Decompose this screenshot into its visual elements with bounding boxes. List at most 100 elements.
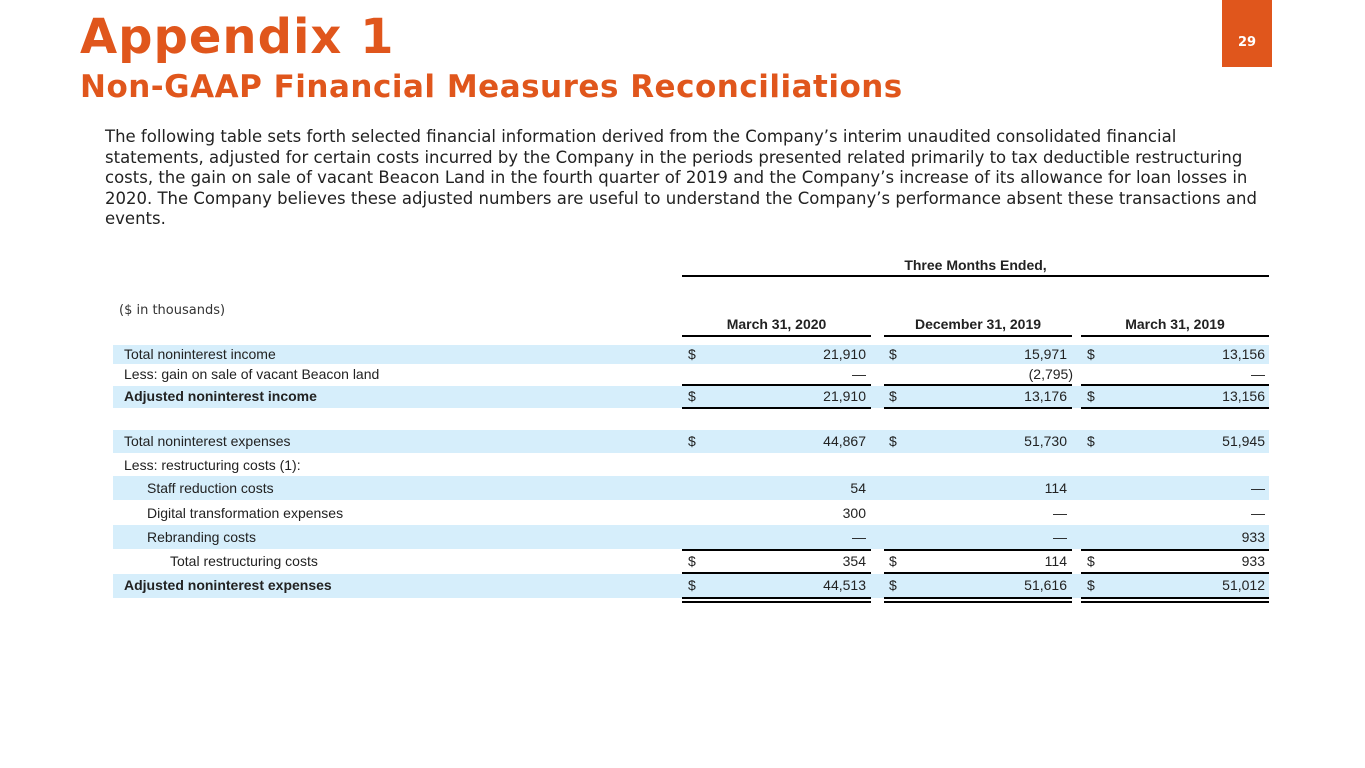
- currency-symbol: $: [889, 577, 897, 593]
- period-header-rule: [682, 275, 1269, 277]
- currency-symbol: $: [688, 577, 696, 593]
- column-header-mar-2020: March 31, 2020: [726, 316, 827, 332]
- column-header-dec-2019: December 31, 2019: [914, 316, 1042, 332]
- value-cell: 13,156: [1222, 388, 1265, 404]
- double-total-rule: [884, 597, 1072, 599]
- table-row: Total noninterest income $ 21,910 $ 15,9…: [0, 346, 1365, 366]
- table-row: Staff reduction costs 54 114 —: [0, 480, 1365, 500]
- row-band: [113, 386, 1269, 408]
- value-cell: 114: [1044, 553, 1067, 569]
- value-cell: 54: [850, 480, 866, 496]
- total-rule: [682, 407, 871, 409]
- value-cell: (2,795): [1028, 366, 1073, 382]
- value-cell: —: [1251, 480, 1265, 496]
- row-band: [113, 525, 1269, 549]
- value-cell: —: [852, 529, 866, 545]
- column-header-rule: [1081, 335, 1269, 337]
- value-cell: 51,945: [1222, 433, 1265, 449]
- row-label: Digital transformation expenses: [147, 505, 344, 521]
- value-cell: —: [1053, 529, 1067, 545]
- row-band: [113, 574, 1269, 598]
- page-title: Appendix 1: [80, 9, 395, 65]
- currency-symbol: $: [1087, 388, 1095, 404]
- double-total-rule: [1081, 601, 1269, 603]
- value-cell: 44,513: [823, 577, 866, 593]
- row-label: Total noninterest income: [124, 346, 276, 362]
- subtotal-rule: [682, 384, 871, 386]
- table-row: Rebranding costs — — 933: [0, 529, 1365, 549]
- row-label: Total restructuring costs: [170, 553, 318, 569]
- table-row: Less: restructuring costs (1):: [0, 457, 1365, 477]
- value-cell: —: [1251, 366, 1265, 382]
- double-total-rule: [884, 601, 1072, 603]
- currency-symbol: $: [1087, 553, 1095, 569]
- row-label: Staff reduction costs: [147, 480, 274, 496]
- currency-symbol: $: [889, 553, 897, 569]
- value-cell: 21,910: [823, 388, 866, 404]
- row-label: Adjusted noninterest income: [124, 388, 317, 404]
- table-row: Adjusted noninterest income $ 21,910 $ 1…: [0, 388, 1365, 408]
- table-row: Total noninterest expenses $ 44,867 $ 51…: [0, 433, 1365, 453]
- value-cell: 44,867: [823, 433, 866, 449]
- table-row: Adjusted noninterest expenses $ 44,513 $…: [0, 577, 1365, 597]
- page-number-badge: 29: [1222, 0, 1272, 67]
- subtotal-rule: [884, 384, 1072, 386]
- currency-symbol: $: [1087, 433, 1095, 449]
- double-total-rule: [682, 597, 871, 599]
- total-rule: [1081, 407, 1269, 409]
- row-label: Less: restructuring costs (1):: [124, 457, 301, 473]
- value-cell: —: [852, 366, 866, 382]
- value-cell: 51,012: [1222, 577, 1265, 593]
- value-cell: 13,156: [1222, 346, 1265, 362]
- value-cell: —: [1053, 505, 1067, 521]
- value-cell: 933: [1241, 553, 1265, 569]
- row-label: Rebranding costs: [147, 529, 256, 545]
- subtotal-rule: [884, 549, 1072, 551]
- row-band: [113, 345, 1269, 364]
- total-rule: [884, 407, 1072, 409]
- currency-symbol: $: [1087, 577, 1095, 593]
- currency-symbol: $: [889, 433, 897, 449]
- page-subtitle: Non-GAAP Financial Measures Reconciliati…: [80, 69, 903, 105]
- subtotal-rule: [682, 572, 871, 574]
- value-cell: 51,616: [1024, 577, 1067, 593]
- intro-paragraph: The following table sets forth selected …: [105, 127, 1257, 229]
- currency-symbol: $: [889, 346, 897, 362]
- currency-symbol: $: [688, 433, 696, 449]
- row-band: [113, 430, 1269, 453]
- double-total-rule: [682, 601, 871, 603]
- value-cell: 300: [842, 505, 866, 521]
- currency-symbol: $: [889, 388, 897, 404]
- value-cell: 51,730: [1024, 433, 1067, 449]
- value-cell: 354: [842, 553, 866, 569]
- subtotal-rule: [1081, 384, 1269, 386]
- column-header-mar-2019: March 31, 2019: [1125, 316, 1225, 332]
- currency-symbol: $: [688, 346, 696, 362]
- currency-symbol: $: [688, 553, 696, 569]
- currency-symbol: $: [1087, 346, 1095, 362]
- value-cell: 933: [1241, 529, 1265, 545]
- subtotal-rule: [1081, 572, 1269, 574]
- value-cell: 114: [1044, 480, 1067, 496]
- units-label: ($ in thousands): [119, 303, 226, 318]
- table-row: Less: gain on sale of vacant Beacon land…: [0, 366, 1365, 386]
- value-cell: —: [1251, 505, 1265, 521]
- column-header-rule: [884, 335, 1072, 337]
- column-header-rule: [682, 335, 871, 337]
- currency-symbol: $: [688, 388, 696, 404]
- value-cell: 13,176: [1024, 388, 1067, 404]
- subtotal-rule: [682, 549, 871, 551]
- row-label: Total noninterest expenses: [124, 433, 291, 449]
- period-header: Three Months Ended,: [904, 257, 1047, 273]
- row-label: Less: gain on sale of vacant Beacon land: [124, 366, 380, 382]
- subtotal-rule: [1081, 549, 1269, 551]
- table-row: Digital transformation expenses 300 — —: [0, 505, 1365, 525]
- row-label: Adjusted noninterest expenses: [124, 577, 332, 593]
- value-cell: 21,910: [823, 346, 866, 362]
- double-total-rule: [1081, 597, 1269, 599]
- value-cell: 15,971: [1024, 346, 1067, 362]
- table-row: Total restructuring costs $ 354 $ 114 $ …: [0, 553, 1365, 573]
- row-band: [113, 476, 1269, 500]
- subtotal-rule: [884, 572, 1072, 574]
